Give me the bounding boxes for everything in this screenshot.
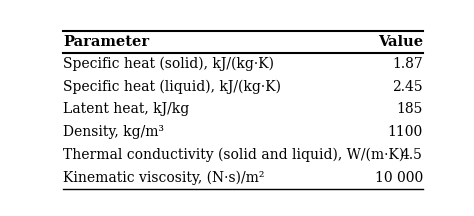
Text: 4.5: 4.5 [401, 148, 423, 162]
Text: Kinematic viscosity, (N·s)/m²: Kinematic viscosity, (N·s)/m² [63, 170, 264, 185]
Text: Latent heat, kJ/kg: Latent heat, kJ/kg [63, 102, 189, 116]
Text: Specific heat (liquid), kJ/(kg·K): Specific heat (liquid), kJ/(kg·K) [63, 79, 281, 94]
Text: 10 000: 10 000 [374, 171, 423, 184]
Text: Parameter: Parameter [63, 35, 149, 49]
Text: 1100: 1100 [388, 125, 423, 139]
Text: Value: Value [378, 35, 423, 49]
Text: Thermal conductivity (solid and liquid), W/(m·K): Thermal conductivity (solid and liquid),… [63, 148, 404, 162]
Text: 2.45: 2.45 [392, 80, 423, 94]
Text: Specific heat (solid), kJ/(kg·K): Specific heat (solid), kJ/(kg·K) [63, 57, 274, 71]
Text: 185: 185 [397, 102, 423, 116]
Text: Density, kg/m³: Density, kg/m³ [63, 125, 164, 139]
Text: 1.87: 1.87 [392, 57, 423, 71]
